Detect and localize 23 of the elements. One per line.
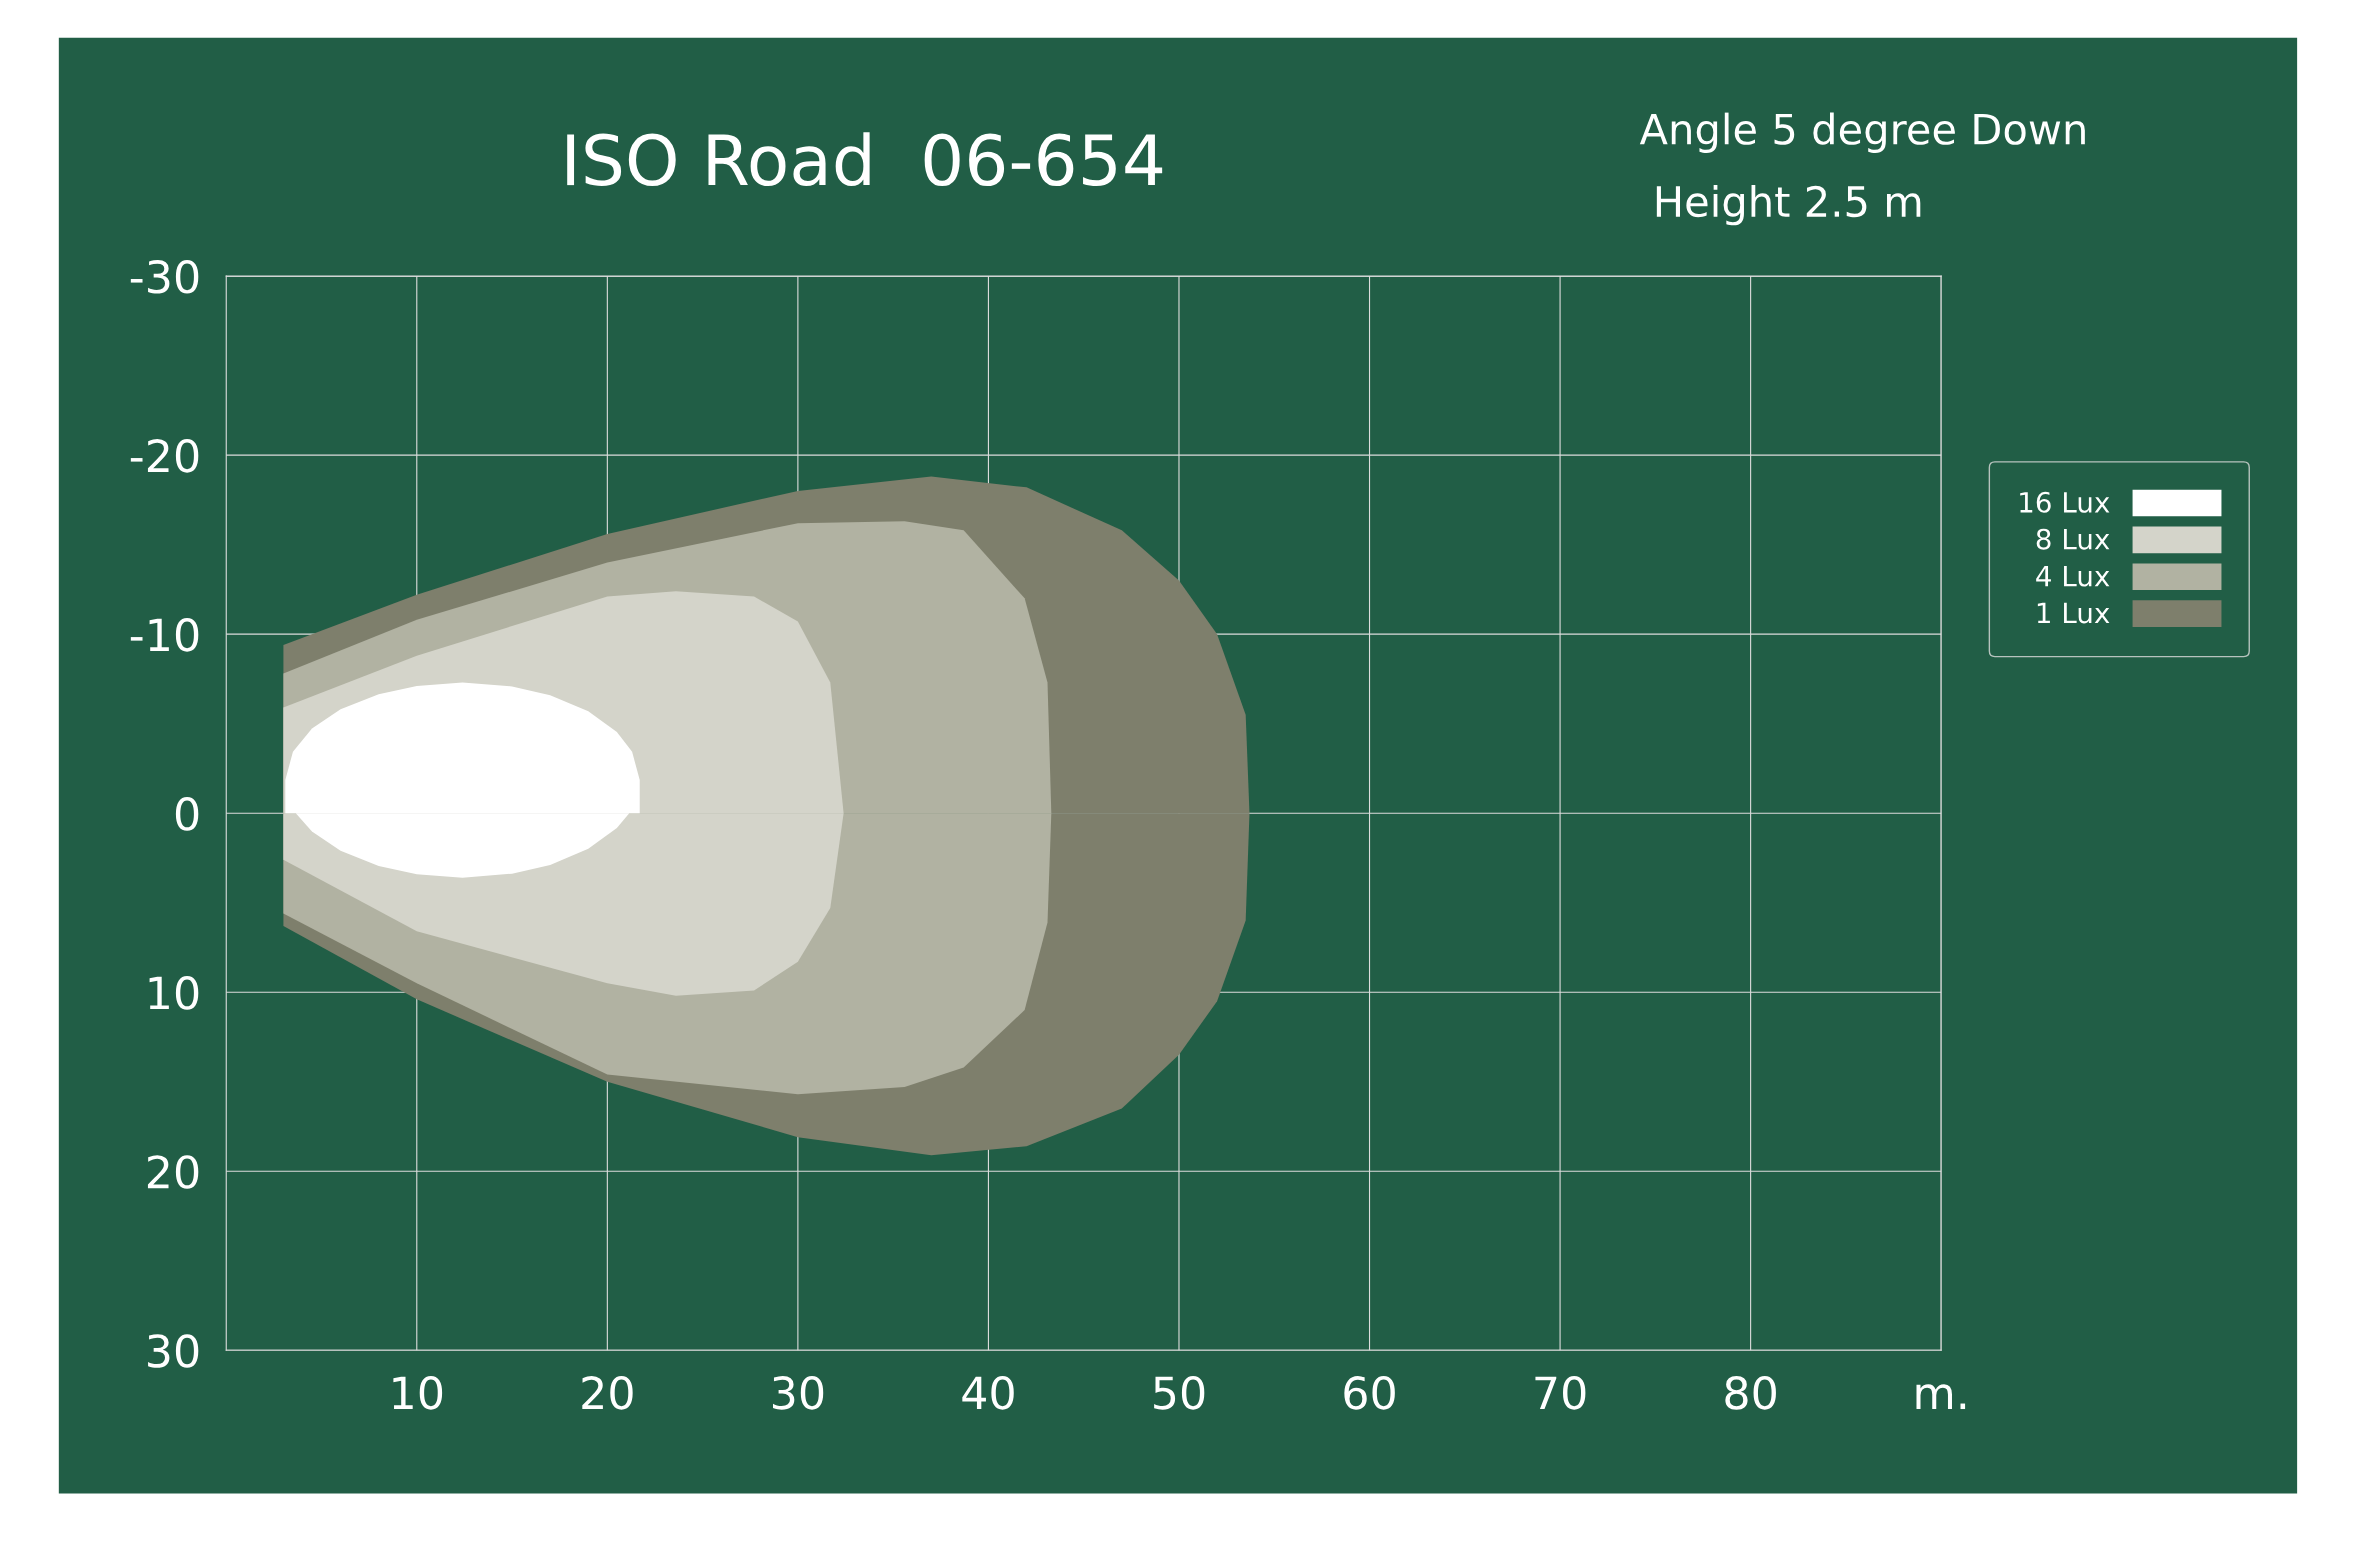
y-tick-label: 30 [148, 1334, 199, 1368]
x-tick-label: 70 [1535, 1376, 1586, 1410]
y-tick-label: -20 [130, 439, 199, 473]
legend-label: 8 Lux [2036, 528, 2110, 550]
x-tick-label: 10 [393, 1376, 443, 1410]
y-tick-label: 10 [149, 976, 199, 1010]
y-tick-label: 0 [175, 797, 199, 831]
text: Height 2.5 m [1656, 185, 1921, 226]
y-tick-label: -10 [130, 618, 199, 652]
x-tick-label: 30 [773, 1376, 824, 1410]
legend-label: 4 Lux [2036, 565, 2110, 587]
x-tick-label: 60 [1344, 1376, 1395, 1410]
x-tick-label: 80 [1725, 1376, 1776, 1410]
x-tick-label: m. [1916, 1384, 1966, 1410]
y-tick-label: -30 [130, 259, 199, 294]
text: Angle 5 degree Down [1639, 112, 2085, 153]
x-tick-label: 20 [582, 1376, 633, 1410]
legend-label: 1 Lux [2037, 602, 2110, 624]
x-tick-label: 40 [962, 1376, 1014, 1410]
chart-title: ISO Road 06-654 [567, 132, 1163, 187]
x-tick-label: 50 [1154, 1376, 1205, 1410]
legend-label: 16 Lux [2020, 491, 2110, 513]
y-tick-label: 20 [147, 1155, 199, 1189]
